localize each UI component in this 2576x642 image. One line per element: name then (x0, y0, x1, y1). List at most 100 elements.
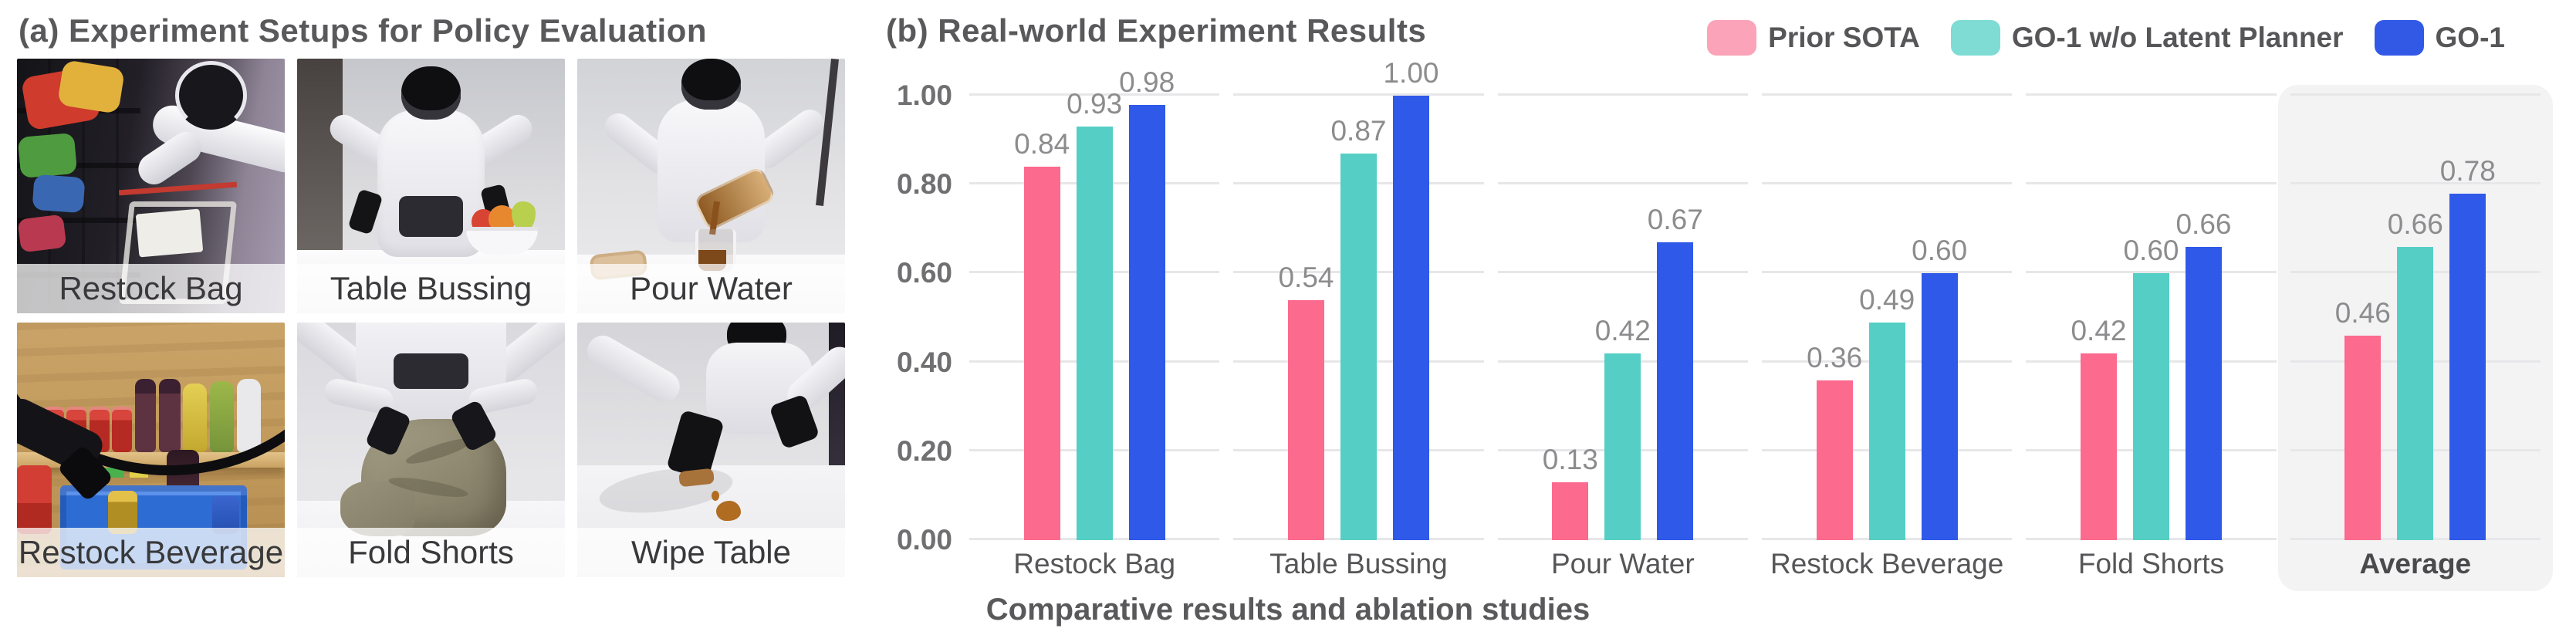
photo-label: Restock Bag (17, 264, 285, 313)
figure-caption: Comparative results and ablation studies (985, 593, 1591, 627)
experiment-photo-grid: Restock Bag Table Bussing (17, 59, 845, 577)
bar-group-restock-beverage: 0.36 0.49 0.60 (1762, 96, 2012, 540)
category-label-restock-bag: Restock Bag (1013, 548, 1176, 579)
bar-chart: 0.00 0.20 0.40 0.60 0.80 1.00 0.84 0.93 0.98 Res… (880, 57, 2553, 591)
fruit-bowl (465, 226, 539, 255)
category-label-pour-water: Pour Water (1550, 548, 1695, 579)
bar-value-label: 0.46 (2334, 297, 2391, 329)
wall (297, 59, 343, 262)
gridline (1761, 93, 2013, 96)
legend-label: GO-1 (2435, 22, 2505, 53)
bar-go-1-w-o-latent-planner-fold-shorts: 0.60 (2123, 235, 2179, 540)
bar-value-label: 0.54 (1278, 261, 1334, 293)
photo-table-bussing: Table Bussing (297, 59, 565, 313)
bar-go-1-pour-water: 0.67 (1648, 204, 1703, 540)
results-title: (b) Real-world Experiment Results (886, 12, 1427, 49)
legend-swatch-go1-wo-latent-planner (1950, 20, 2000, 56)
photo-pour-water: Pour Water (577, 59, 845, 313)
robot-head (401, 66, 461, 120)
bar-group-table-bussing: 0.54 0.87 1.00 (1233, 57, 1483, 540)
bar-value-label: 0.87 (1330, 114, 1387, 147)
bar-value-label: 0.66 (2387, 208, 2443, 240)
bar-go-1-table-bussing: 1.00 (1383, 57, 1438, 540)
robot-arm (581, 329, 685, 407)
y-tick-label: 0.20 (896, 434, 952, 467)
bar-group-pour-water: 0.13 0.42 0.67 (1498, 96, 1748, 540)
bar-value-label: 0.36 (1807, 341, 1863, 373)
bar-prior-sota-average: 0.46 (2335, 297, 2391, 540)
gridline (1497, 271, 1748, 274)
chart-facet-pour-water: 0.13 0.42 0.67 Pour Water (1497, 93, 1748, 579)
photo-fold-shorts: Fold Shorts (297, 323, 565, 577)
bar-value-label: 0.60 (2123, 235, 2179, 267)
bar-value-label: 0.42 (1594, 315, 1651, 347)
gridline (2026, 182, 2277, 185)
snack-bag (56, 59, 125, 114)
bar-value-label: 0.42 (2071, 315, 2127, 347)
y-tick-label: 1.00 (896, 79, 952, 111)
photo-label: Fold Shorts (297, 528, 565, 577)
robot-head (681, 59, 741, 110)
snack-bag (32, 174, 86, 214)
gridline (1761, 271, 2013, 274)
snack-bag (18, 132, 78, 178)
legend-swatch-prior-sota (1707, 20, 1757, 56)
category-label-restock-beverage: Restock Beverage (1770, 548, 2004, 579)
legend-item-go1-wo-latent-planner: GO-1 w/o Latent Planner (1950, 20, 2344, 56)
snack-bag (18, 214, 67, 252)
bar-go-1-w-o-latent-planner-average: 0.66 (2388, 208, 2443, 540)
category-label-fold-shorts: Fold Shorts (2077, 548, 2225, 579)
chart-facet-table-bussing: 0.54 0.87 1.00 Table Bussing (1233, 57, 1484, 579)
bar-prior-sota-restock-beverage: 0.36 (1807, 342, 1862, 540)
bar-go-1-w-o-latent-planner-restock-beverage: 0.49 (1859, 284, 1915, 540)
bar-value-label: 0.67 (1647, 204, 1703, 236)
bar-value-label: 0.93 (1067, 88, 1123, 120)
gridline (1497, 93, 1748, 96)
bar-group-restock-bag: 0.84 0.93 0.98 (969, 66, 1219, 540)
bar-value-label: 0.60 (1912, 235, 1968, 267)
bar-prior-sota-fold-shorts: 0.42 (2071, 315, 2126, 540)
bar-prior-sota-restock-bag: 0.84 (1014, 128, 1070, 540)
bar-value-label: 0.49 (1859, 283, 1915, 316)
shorts-leg (340, 480, 415, 537)
y-tick-label: 0.40 (896, 346, 952, 378)
spill-drop (711, 490, 719, 501)
legend-item-prior-sota: Prior SOTA (1707, 20, 1920, 56)
bar-value-label: 0.78 (2439, 154, 2496, 187)
bar-value-label: 1.00 (1383, 57, 1439, 89)
photo-label: Table Bussing (297, 264, 565, 313)
robot-chest (398, 196, 464, 237)
can (17, 465, 52, 534)
bar-value-label: 0.98 (1119, 66, 1175, 98)
y-tick-label: 0.60 (896, 257, 952, 289)
gridline (1761, 182, 2013, 185)
bar-group-average: 0.46 0.66 0.78 (2290, 96, 2541, 540)
bar-prior-sota-table-bussing: 0.54 (1278, 262, 1334, 540)
chart-facets: 0.84 0.93 0.98 Restock Bag 0.54 0.87 1.00 Table… (969, 57, 2553, 591)
bar-go-1-restock-bag: 0.98 (1119, 66, 1175, 540)
photo-restock-bag: Restock Bag (17, 59, 285, 313)
bar-go-1-average: 0.78 (2440, 155, 2496, 540)
chart-legend: Prior SOTA GO-1 w/o Latent Planner GO-1 (1707, 20, 2505, 56)
chart-facet-restock-bag: 0.84 0.93 0.98 Restock Bag (969, 66, 1220, 579)
bar-go-1-w-o-latent-planner-restock-bag: 0.93 (1067, 88, 1122, 540)
photo-wipe-table: Wipe Table (577, 323, 845, 577)
bar-value-label: 0.13 (1542, 444, 1598, 476)
gridline (1233, 93, 1484, 96)
bar-go-1-fold-shorts: 0.66 (2175, 208, 2231, 540)
chart-facet-fold-shorts: 0.42 0.60 0.66 Fold Shorts (2026, 93, 2277, 579)
photo-label: Pour Water (577, 264, 845, 313)
legend-item-go1: GO-1 (2374, 20, 2505, 56)
bar-value-label: 0.66 (2175, 208, 2232, 240)
legend-label: GO-1 w/o Latent Planner (2011, 22, 2344, 53)
gridline (1497, 182, 1748, 185)
gridline (2290, 93, 2541, 96)
photo-label: Restock Beverage (17, 528, 285, 577)
chart-yaxis: 0.00 0.20 0.40 0.60 0.80 1.00 (880, 79, 952, 556)
chart-facet-average: 0.46 0.66 0.78 Average (2277, 85, 2553, 591)
bar-go-1-restock-beverage: 0.60 (1912, 235, 1967, 540)
can (212, 495, 239, 534)
y-tick-label: 0.00 (896, 524, 952, 556)
bar-value-label: 0.84 (1014, 128, 1070, 160)
gridline (2026, 93, 2277, 96)
